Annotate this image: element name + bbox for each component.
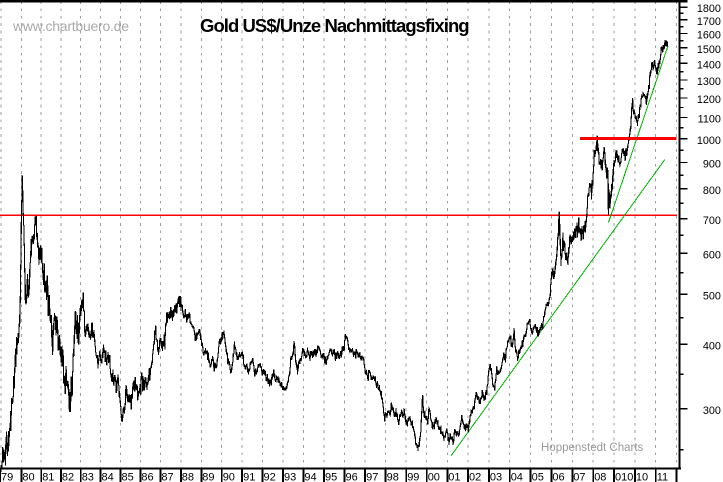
svg-text:600: 600 bbox=[703, 249, 721, 261]
svg-text:400: 400 bbox=[703, 340, 721, 352]
svg-text:96: 96 bbox=[346, 471, 358, 482]
svg-text:91: 91 bbox=[243, 471, 255, 482]
svg-text:99: 99 bbox=[407, 471, 419, 482]
svg-text:1700: 1700 bbox=[697, 16, 721, 28]
svg-text:83: 83 bbox=[82, 471, 94, 482]
svg-text:1200: 1200 bbox=[697, 94, 721, 106]
svg-text:84: 84 bbox=[102, 471, 114, 482]
svg-text:90: 90 bbox=[223, 471, 235, 482]
svg-text:92: 92 bbox=[264, 471, 276, 482]
svg-text:01: 01 bbox=[448, 471, 460, 482]
svg-text:80: 80 bbox=[22, 471, 34, 482]
svg-text:85: 85 bbox=[122, 471, 134, 482]
svg-text:81: 81 bbox=[42, 471, 54, 482]
svg-text:900: 900 bbox=[703, 159, 721, 171]
svg-text:86: 86 bbox=[141, 471, 153, 482]
svg-text:98: 98 bbox=[387, 471, 399, 482]
svg-text:87: 87 bbox=[161, 471, 173, 482]
svg-text:07: 07 bbox=[573, 471, 585, 482]
svg-text:300: 300 bbox=[703, 405, 721, 417]
svg-text:97: 97 bbox=[366, 471, 378, 482]
svg-text:82: 82 bbox=[62, 471, 74, 482]
svg-text:02: 02 bbox=[469, 471, 481, 482]
svg-text:11: 11 bbox=[657, 471, 668, 482]
svg-text:1500: 1500 bbox=[697, 44, 721, 56]
svg-text:06: 06 bbox=[552, 471, 564, 482]
svg-text:1400: 1400 bbox=[697, 59, 721, 71]
svg-text:94: 94 bbox=[304, 471, 316, 482]
svg-text:010: 010 bbox=[615, 471, 633, 482]
svg-text:1800: 1800 bbox=[697, 3, 721, 15]
svg-text:79: 79 bbox=[1, 471, 13, 482]
svg-text:95: 95 bbox=[325, 471, 337, 482]
svg-text:00: 00 bbox=[428, 471, 440, 482]
svg-text:08: 08 bbox=[594, 471, 606, 482]
svg-text:1300: 1300 bbox=[697, 76, 721, 88]
svg-text:93: 93 bbox=[284, 471, 296, 482]
svg-text:89: 89 bbox=[202, 471, 214, 482]
svg-text:05: 05 bbox=[532, 471, 544, 482]
svg-text:800: 800 bbox=[703, 185, 721, 197]
svg-text:88: 88 bbox=[182, 471, 194, 482]
svg-text:700: 700 bbox=[703, 215, 721, 227]
svg-text:1600: 1600 bbox=[697, 30, 721, 42]
svg-text:03: 03 bbox=[490, 471, 502, 482]
svg-text:04: 04 bbox=[511, 471, 523, 482]
svg-text:1100: 1100 bbox=[698, 114, 721, 126]
svg-text:1000: 1000 bbox=[697, 135, 721, 147]
svg-text:500: 500 bbox=[703, 290, 721, 302]
svg-text:10: 10 bbox=[636, 471, 648, 482]
